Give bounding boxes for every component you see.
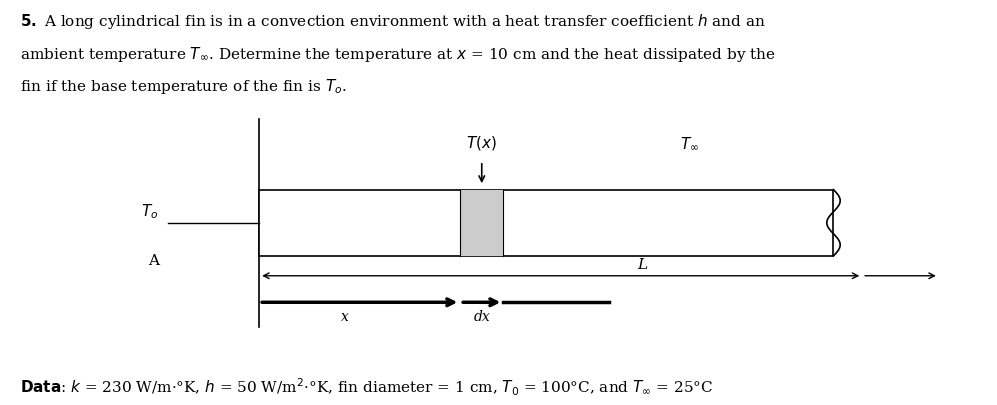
- Text: A: A: [148, 254, 159, 268]
- Text: $T_\infty$: $T_\infty$: [680, 136, 699, 152]
- Text: $\mathbf{Data}$: $k$ = 230 W/m·°K, $h$ = 50 W/m$^2$·°K, fin diameter = 1 cm, $T_: $\mathbf{Data}$: $k$ = 230 W/m·°K, $h$ =…: [20, 377, 713, 398]
- Bar: [461, 190, 503, 256]
- Text: $T(x)$: $T(x)$: [467, 134, 498, 152]
- Bar: [259, 190, 833, 256]
- Text: L: L: [637, 258, 647, 272]
- Text: $T_o$: $T_o$: [142, 202, 159, 221]
- Text: fin if the base temperature of the fin is $T_o$.: fin if the base temperature of the fin i…: [20, 77, 347, 96]
- Text: ambient temperature $T_\infty$. Determine the temperature at $x$ = 10 cm and the: ambient temperature $T_\infty$. Determin…: [20, 45, 776, 64]
- Text: x: x: [341, 310, 349, 324]
- Text: $\mathbf{5.}$ A long cylindrical fin is in a convection environment with a heat : $\mathbf{5.}$ A long cylindrical fin is …: [20, 12, 766, 31]
- Text: dx: dx: [474, 310, 491, 324]
